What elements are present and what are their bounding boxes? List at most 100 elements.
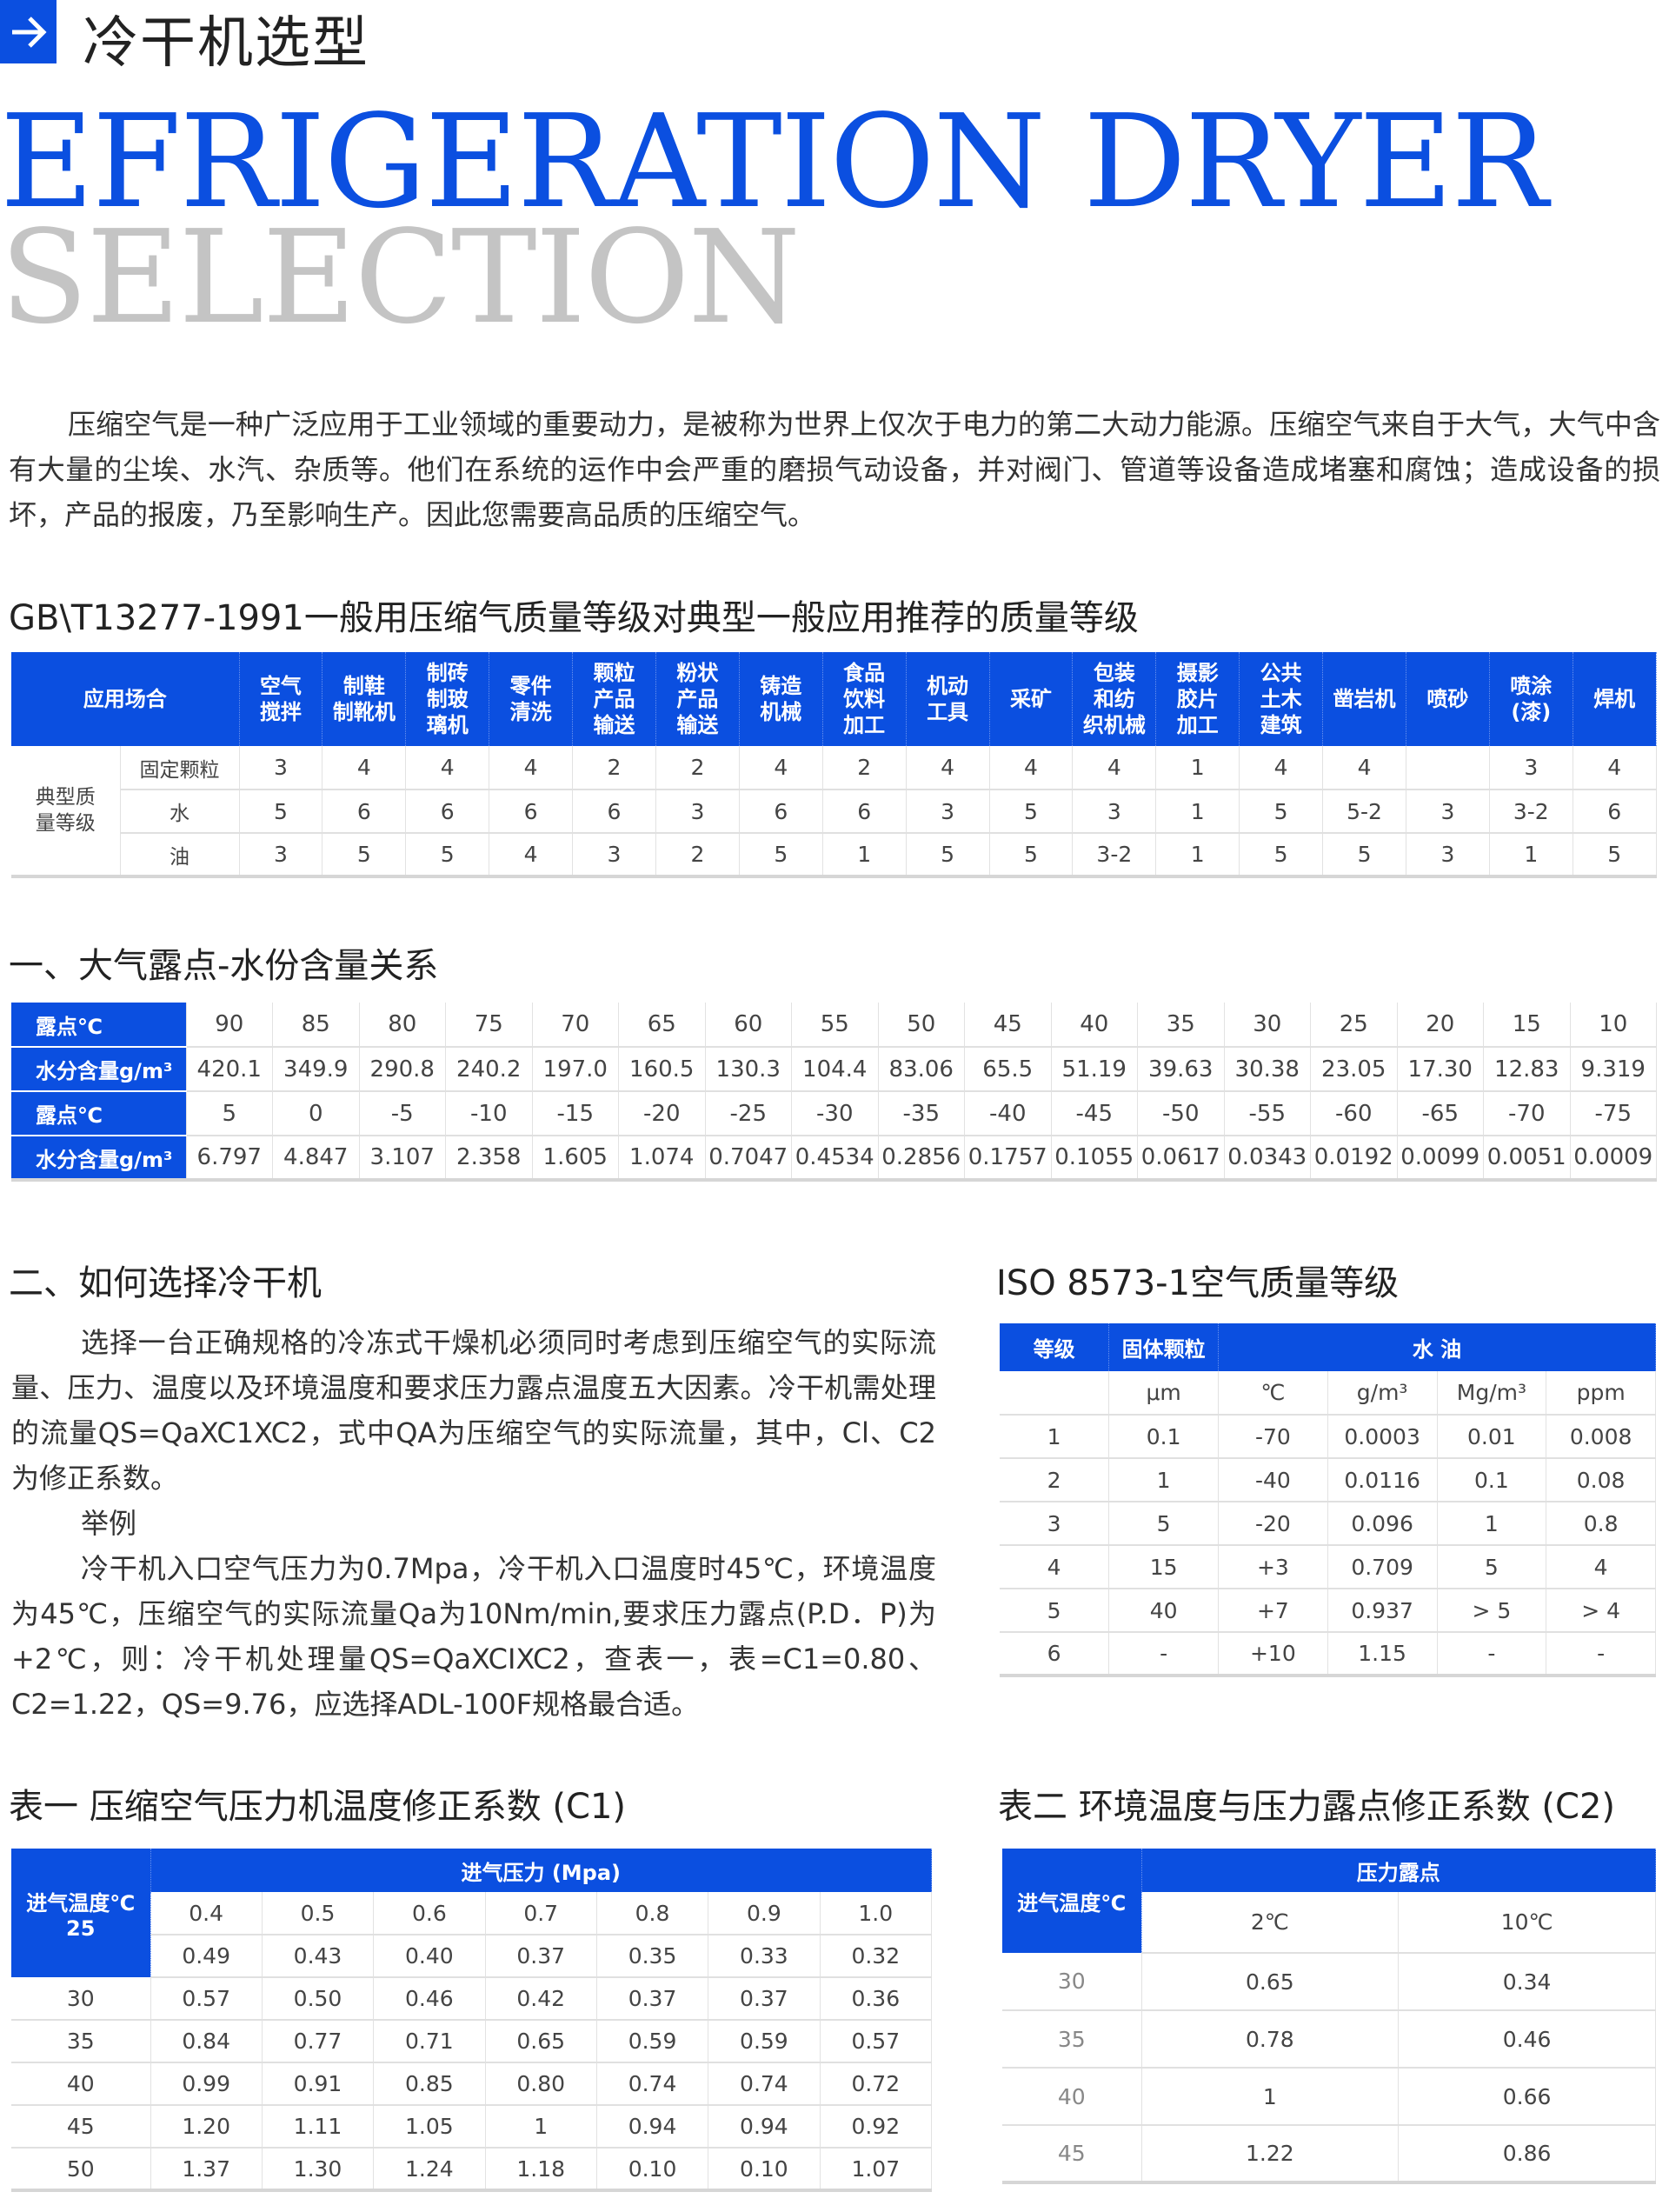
table-cell: 15 <box>1483 1003 1571 1048</box>
table-cell: 5 <box>1437 1545 1547 1589</box>
table-cell: 6 <box>572 790 656 834</box>
row-label: 35 <box>11 2020 151 2063</box>
table-row: 45 1.20 1.11 1.05 1 0.94 0.94 0.92 <box>11 2105 933 2149</box>
table-cell: 35 <box>1137 1003 1225 1048</box>
table-cell: 240.2 <box>445 1047 533 1092</box>
column-header: 铸造 机械 <box>739 652 823 746</box>
table-cell: +7 <box>1218 1589 1328 1633</box>
table-cell: 3 <box>1406 833 1490 878</box>
table-cell: 0.57 <box>150 1977 263 2021</box>
table-row: 30 0.65 0.34 <box>1002 1953 1656 2011</box>
table-cell: 51.19 <box>1051 1047 1138 1092</box>
column-header: 进气温度℃ <box>1002 1849 1142 1953</box>
table-cell: 6 <box>822 790 907 834</box>
table-cell: 1 <box>1155 746 1240 790</box>
unit-cell: ppm <box>1546 1371 1656 1416</box>
pressure-cell: 0.7 <box>485 1892 597 1936</box>
table-cell: 1 <box>1108 1458 1219 1502</box>
table-cell: 0.49 <box>150 1935 263 1978</box>
table-cell: 12.83 <box>1483 1047 1571 1092</box>
intro-paragraph: 压缩空气是一种广泛应用于工业领域的重要动力，是被称为世界上仅次于电力的第二大动力… <box>9 408 1660 531</box>
table-cell <box>1406 746 1490 790</box>
table-cell: 0.72 <box>820 2062 933 2106</box>
dewpoint-table-heading: 一、大气露点-水份含量关系 <box>9 946 439 986</box>
pressure-cell: 0.8 <box>596 1892 709 1936</box>
selection-heading: 二、如何选择冷干机 <box>9 1263 322 1303</box>
table-cell: 0.32 <box>820 1935 933 1978</box>
table-cell: 3.107 <box>359 1136 446 1182</box>
quality-table-heading: GB\T13277-1991一般用压缩气质量等级对典型一般应用推荐的质量等级 <box>9 598 1139 638</box>
table-cell: 2 <box>655 746 740 790</box>
table-cell: 1 <box>1141 2068 1400 2126</box>
table-cell: -30 <box>791 1091 879 1136</box>
table-cell: 15 <box>1108 1545 1219 1589</box>
header-row: 进气温度℃ 25 进气压力 (Mpa) <box>11 1849 932 1977</box>
column-header: 应用场合 <box>11 652 240 746</box>
table-cell: 1 <box>485 2105 597 2149</box>
table-cell: 83.06 <box>878 1047 965 1092</box>
table-cell: -40 <box>1218 1458 1328 1502</box>
table-cell: 1 <box>1437 1502 1547 1546</box>
column-header: 固体颗粒 <box>1108 1323 1219 1371</box>
table-cell: 23.05 <box>1310 1047 1398 1092</box>
table-row: 45 1.22 0.86 <box>1002 2125 1656 2184</box>
table-cell: 0.8 <box>1546 1502 1656 1546</box>
table-cell: 5 <box>1322 833 1406 878</box>
table-cell: 4 <box>739 746 823 790</box>
table-cell: 0.71 <box>373 2020 486 2063</box>
table-cell: 55 <box>791 1003 879 1048</box>
table-cell: 39.63 <box>1137 1047 1225 1092</box>
row-label: 水分含量g/m³ <box>11 1047 187 1092</box>
table-cell: 0.10 <box>708 2148 821 2192</box>
table-cell: 0.59 <box>596 2020 709 2063</box>
dewpoint-cell: 10℃ <box>1398 1892 1656 1954</box>
table-cell: 4.847 <box>272 1136 360 1182</box>
table-cell: 3 <box>906 790 990 834</box>
table-cell: 3 <box>655 790 740 834</box>
table-cell: -25 <box>705 1091 792 1136</box>
table-cell: -10 <box>445 1091 533 1136</box>
table-cell: 5 <box>1000 1589 1110 1633</box>
table-cell: 0.0009 <box>1570 1136 1657 1182</box>
table-cell: 6 <box>405 790 490 834</box>
table-cell: 104.4 <box>791 1047 879 1092</box>
table-row: 35 0.78 0.46 <box>1002 2010 1656 2069</box>
table-row: 4 15 +3 0.709 5 4 <box>1000 1545 1656 1589</box>
table-cell: 5 <box>186 1091 273 1136</box>
table-row: 3 5 -20 0.096 1 0.8 <box>1000 1502 1656 1546</box>
table-cell: 3 <box>1406 790 1490 834</box>
table-cell: 1.30 <box>262 2148 375 2192</box>
row-label: 35 <box>1002 2010 1142 2069</box>
table-cell: 0.01 <box>1437 1415 1547 1459</box>
table-cell: 10 <box>1570 1003 1657 1048</box>
unit-cell: ℃ <box>1218 1371 1328 1416</box>
table-cell: +10 <box>1218 1632 1328 1677</box>
table-cell: 0.46 <box>1398 2010 1656 2069</box>
table-cell: 0.78 <box>1141 2010 1400 2069</box>
table-cell: 6 <box>322 790 407 834</box>
units-row: μm ℃ g/m³ Mg/m³ ppm <box>1000 1371 1656 1416</box>
table-cell: 197.0 <box>532 1047 619 1092</box>
c1-correction-table: 进气温度℃ 25 进气压力 (Mpa) 0.4 0.5 0.6 0.7 0.8 0.9 1.0 0… <box>11 1849 933 2192</box>
table-row: 水分含量g/m³ 420.1 349.9 290.8 240.2 197.0 160.5 13… <box>11 1047 1657 1092</box>
table-cell: 1 <box>1489 833 1573 878</box>
table-cell: 0.0617 <box>1137 1136 1225 1182</box>
table-cell: 1.15 <box>1327 1632 1438 1677</box>
table-row: 1 0.1 -70 0.0003 0.01 0.008 <box>1000 1415 1656 1459</box>
pressure-cell: 0.4 <box>150 1892 263 1936</box>
table-cell: > 5 <box>1437 1589 1547 1633</box>
table-cell: 5 <box>405 833 490 878</box>
row-label: 油 <box>120 833 240 878</box>
table-cell: 2 <box>655 833 740 878</box>
table-cell: 90 <box>186 1003 273 1048</box>
table-cell: 4 <box>1546 1545 1656 1589</box>
table-cell: 130.3 <box>705 1047 792 1092</box>
table-cell: 1.24 <box>373 2148 486 2192</box>
row-group-label: 典型质量等级 <box>11 746 121 878</box>
table-cell: 0.84 <box>150 2020 263 2063</box>
table-cell: 0.59 <box>708 2020 821 2063</box>
table-cell: 70 <box>532 1003 619 1048</box>
table-cell: 1 <box>1155 833 1240 878</box>
table-cell: - <box>1437 1632 1547 1677</box>
table-cell: 5 <box>739 833 823 878</box>
